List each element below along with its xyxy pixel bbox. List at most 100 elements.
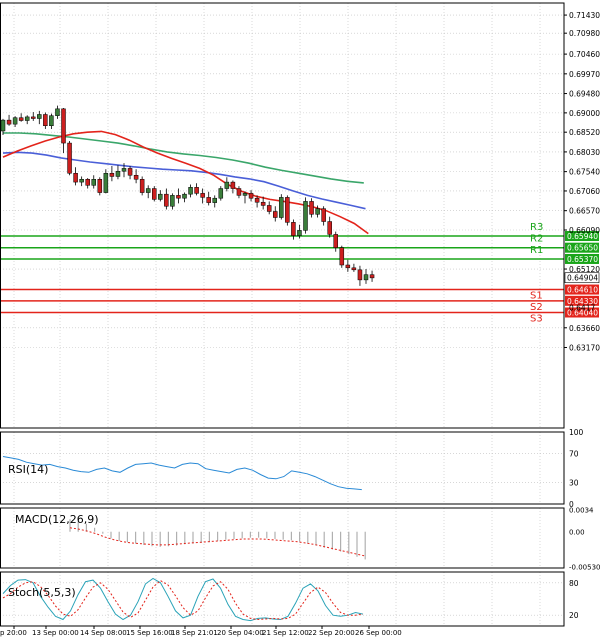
level-price-tag	[565, 242, 599, 253]
level-price-tag	[565, 307, 599, 318]
level-label-r2: R2	[530, 234, 543, 245]
candle-body	[303, 201, 308, 231]
candle-body	[279, 197, 284, 218]
rsi-axis-label: 70	[569, 450, 579, 459]
candle-body	[170, 195, 175, 207]
price-axis-label: 0.70460	[569, 50, 600, 59]
candle-body	[91, 179, 96, 186]
macd-axis-label: 0.0034	[569, 506, 594, 514]
price-axis-label: 0.69970	[569, 70, 600, 79]
price-axis-label: 0.71430	[569, 11, 600, 20]
stoch-signal-line	[2, 579, 364, 621]
stoch-axis-label: 80	[569, 579, 579, 588]
price-axis-label: 0.65120	[569, 265, 600, 274]
price-axis: 0.71430 0.70980 0.70460 0.69970 0.69480 0.690…	[564, 11, 600, 620]
candle-body	[230, 181, 236, 189]
candle-body	[0, 119, 6, 132]
candle-body	[309, 201, 314, 215]
last-price-label: 0.64904	[567, 274, 598, 283]
candle-body	[67, 142, 72, 174]
price-axis-label: 0.70980	[569, 29, 600, 38]
candles	[0, 105, 375, 286]
level-price-label: 0.65370	[567, 255, 598, 264]
price-axis-label: 0.67540	[569, 168, 600, 177]
candle-body	[339, 247, 345, 266]
candle-body	[85, 179, 90, 186]
price-axis-label: 0.68520	[569, 128, 600, 137]
candle-body	[357, 269, 363, 281]
candle-body	[18, 117, 24, 121]
candle-body	[43, 114, 48, 127]
candle-body	[6, 119, 12, 125]
panel-frame-rsi	[0, 431, 565, 505]
rsi-panel	[0, 453, 564, 491]
candle-body	[152, 188, 157, 200]
candle-body	[158, 193, 163, 200]
stoch-label: Stoch(5,5,3)	[8, 586, 76, 599]
candle-body	[345, 264, 351, 269]
candle-body	[254, 197, 260, 203]
panel-frame-macd	[0, 507, 565, 569]
candle-body	[224, 181, 230, 189]
time-axis-label: 20 Sep 04:00	[217, 629, 264, 637]
level-price-label: 0.64610	[567, 286, 598, 295]
price-axis-label: 0.69480	[569, 90, 600, 99]
time-axis-label: 15 Sep 16:00	[126, 629, 173, 637]
rsi-axis-label: 100	[569, 428, 584, 437]
time-axis-label: 21 Sep 12:00	[262, 629, 309, 637]
candle-body	[97, 179, 103, 193]
candle-body	[369, 274, 375, 279]
candle-body	[321, 208, 326, 222]
candle-body	[164, 193, 169, 207]
macd-label: MACD(12,26,9)	[15, 513, 99, 526]
candle-body	[297, 230, 302, 236]
candle-body	[139, 179, 145, 193]
pivot-levels: R3 0.65940 R2 0.65650 R1 0.65370 S1 0.64610 S2 0.…	[0, 222, 599, 324]
candle-body	[291, 222, 296, 236]
last-price-tag	[564, 272, 600, 284]
level-label-s3: S3	[530, 313, 543, 324]
stoch-panel	[0, 577, 564, 622]
panel-frames	[0, 2, 565, 627]
price-axis-label: 0.66090	[569, 226, 600, 235]
macd-axis-label: 0.00	[569, 529, 585, 537]
candle-body	[218, 188, 224, 199]
candle-body	[79, 179, 84, 183]
panel-frame-main	[0, 2, 565, 429]
panel-frame-stoch	[0, 571, 565, 627]
price-axis-label: 0.68030	[569, 148, 600, 157]
candle-body	[266, 205, 272, 212]
level-price-label: 0.65940	[567, 232, 598, 241]
candle-body	[260, 201, 266, 206]
macd-axis-label: -0.005304	[569, 564, 600, 572]
rsi-axis-label: 30	[569, 478, 579, 487]
candle-body	[333, 234, 338, 248]
candle-body	[212, 197, 217, 203]
level-price-tag	[565, 295, 599, 306]
time-axis-label: 14 Sep 08:00	[80, 629, 127, 637]
candle-body	[37, 114, 42, 119]
price-axis-label-partial: 0.6417	[569, 303, 595, 312]
level-label-s1: S1	[530, 291, 543, 302]
time-axis: p 20:00 13 Sep 00:00 14 Sep 08:00 15 Sep 16…	[0, 626, 402, 637]
candle-body	[315, 208, 320, 215]
indicator-labels: RSI(14) MACD(12,26,9) Stoch(5,5,3)	[8, 463, 99, 599]
candle-body	[103, 172, 109, 193]
candle-body	[12, 117, 18, 125]
price-axis-label: 0.63170	[569, 344, 600, 353]
candle-body	[285, 197, 290, 223]
macd-signal-line	[69, 527, 366, 557]
candle-body	[363, 274, 369, 281]
candle-body	[194, 187, 199, 194]
candle-body	[133, 175, 139, 180]
rsi-axis-label: 0	[569, 500, 574, 509]
level-label-r1: R1	[530, 245, 543, 256]
candle-body	[73, 172, 78, 183]
time-axis-label: 26 Sep 00:00	[355, 629, 402, 637]
level-price-label: 0.65650	[567, 244, 598, 253]
candle-body	[55, 108, 60, 116]
ma-mid-line	[2, 151, 366, 210]
candle-body	[24, 116, 30, 121]
candle-body	[248, 193, 254, 199]
